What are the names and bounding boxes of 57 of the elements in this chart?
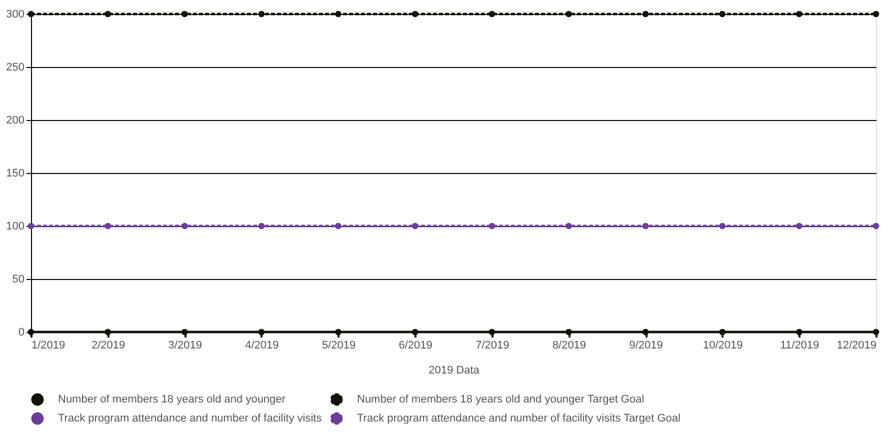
point <box>566 222 572 230</box>
point <box>335 328 342 336</box>
point <box>719 10 726 18</box>
point <box>488 10 496 18</box>
point <box>335 222 342 230</box>
x-tick-label: 5/2019 <box>322 340 356 352</box>
point <box>872 328 880 336</box>
point <box>258 10 265 18</box>
y-tick-label: 100 <box>6 220 24 232</box>
point <box>719 222 726 230</box>
point <box>104 222 111 230</box>
point <box>872 222 880 230</box>
x-tick-label: 10/2019 <box>702 340 743 352</box>
point <box>642 10 649 18</box>
x-tick-label: 7/2019 <box>476 340 510 352</box>
x-tick-label: 1/2019 <box>32 340 66 352</box>
point <box>566 328 572 336</box>
y-tick-label: 200 <box>6 114 24 126</box>
point <box>104 328 111 336</box>
legend-label: Track program attendance and number of facility visits <box>58 412 322 424</box>
point <box>412 222 418 230</box>
point <box>181 328 188 336</box>
point <box>412 328 418 336</box>
point <box>181 222 188 230</box>
x-tick-label: 12/2019 <box>836 340 876 352</box>
x-tick-label: 4/2019 <box>245 340 279 352</box>
x-tick-label: 3/2019 <box>168 340 202 352</box>
point <box>642 222 649 230</box>
point <box>872 10 880 18</box>
point <box>258 328 265 336</box>
point <box>104 10 111 18</box>
x-tick-label: 9/2019 <box>629 340 663 352</box>
point <box>412 10 418 18</box>
point <box>796 222 802 230</box>
y-tick-label: 50 <box>12 274 24 286</box>
point <box>181 10 188 18</box>
y-tick-label: 250 <box>6 62 24 74</box>
y-tick-label: 0 <box>18 326 24 338</box>
point <box>566 10 572 18</box>
y-tick-label: 150 <box>6 168 24 180</box>
x-tick-label: 2/2019 <box>91 340 126 352</box>
x-axis-title: 2019 Data <box>428 364 480 376</box>
legend-label: Track program attendance and number of facility visits Target Goal <box>357 412 680 424</box>
point <box>642 328 649 336</box>
point <box>796 10 802 18</box>
x-tick-label: 8/2019 <box>552 340 586 352</box>
point <box>488 328 496 336</box>
point <box>796 328 802 336</box>
point <box>335 10 342 18</box>
legend-label: Number of members 18 years old and younger Target Goal <box>357 394 644 406</box>
legend-label: Number of members 18 years old and younger <box>58 394 286 406</box>
point <box>258 222 265 230</box>
point <box>719 328 726 336</box>
x-tick-label: 6/2019 <box>398 340 432 352</box>
x-tick-label: 11/2019 <box>780 340 820 352</box>
point <box>488 222 496 230</box>
y-tick-label: 300 <box>6 8 24 20</box>
